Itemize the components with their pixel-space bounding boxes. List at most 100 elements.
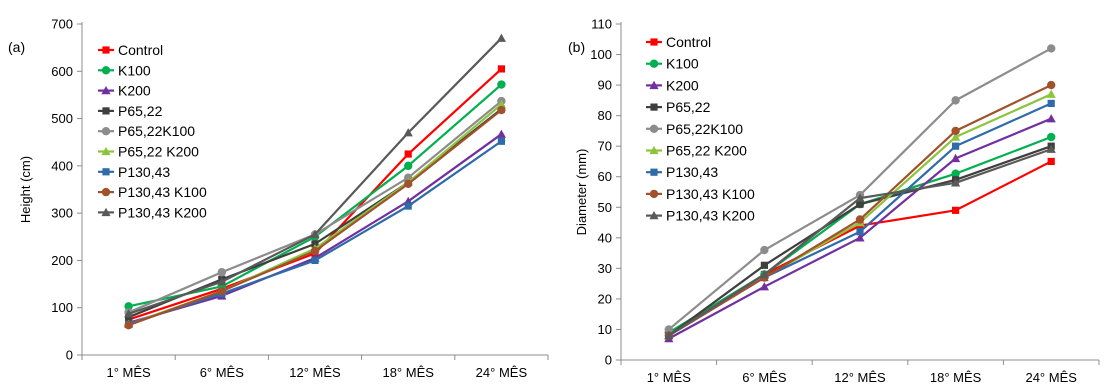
legend-marker bbox=[650, 103, 658, 111]
legend-label: P65,22 bbox=[666, 99, 711, 115]
legend-label: P65,22K100 bbox=[666, 121, 743, 137]
y-tick-label: 400 bbox=[51, 158, 73, 173]
data-point bbox=[497, 65, 505, 73]
data-point bbox=[855, 233, 865, 242]
data-point bbox=[951, 178, 961, 187]
data-point bbox=[1046, 89, 1056, 98]
legend-item: P65,22K100 bbox=[98, 123, 195, 139]
legend-item: P130,43 K100 bbox=[98, 184, 207, 200]
y-tick-label: 300 bbox=[51, 206, 73, 221]
data-point bbox=[855, 193, 865, 202]
data-point bbox=[311, 256, 319, 265]
legend: Control K100 K200 P65,22 P65,22K100 P65,22 K2… bbox=[646, 34, 755, 224]
data-point bbox=[951, 153, 961, 163]
legend-label: P130,43 K200 bbox=[666, 208, 755, 224]
legend-label: P130,43 bbox=[118, 164, 170, 180]
series-line bbox=[128, 37, 503, 315]
data-point bbox=[217, 286, 226, 296]
data-point bbox=[1046, 144, 1056, 153]
legend-item: P65,22K100 bbox=[646, 121, 743, 137]
legend-label: P65,22 bbox=[118, 103, 163, 119]
x-tick-label: 18° MÊS bbox=[382, 365, 434, 380]
series-7 bbox=[124, 105, 506, 330]
legend-item: Control bbox=[98, 42, 163, 58]
series-8 bbox=[664, 144, 1056, 340]
legend-marker bbox=[101, 207, 111, 217]
data-point bbox=[310, 246, 320, 256]
legend-marker bbox=[650, 38, 658, 46]
legend-marker bbox=[102, 46, 110, 54]
legend-label: P130,43 K200 bbox=[118, 204, 207, 220]
data-point bbox=[1047, 157, 1055, 166]
data-point bbox=[856, 228, 864, 236]
y-tick-label: 110 bbox=[591, 17, 612, 32]
panel-label: (a) bbox=[8, 39, 25, 55]
data-point bbox=[496, 129, 506, 138]
y-tick-label: 80 bbox=[598, 108, 612, 123]
data-point bbox=[217, 268, 226, 277]
legend-marker bbox=[101, 66, 111, 75]
data-point bbox=[664, 330, 674, 340]
data-point bbox=[496, 33, 506, 42]
legend-label: K200 bbox=[666, 77, 699, 93]
data-point bbox=[404, 161, 413, 171]
legend-item: P65,22 bbox=[98, 103, 163, 119]
data-point bbox=[311, 240, 319, 248]
legend-item: P130,43 K100 bbox=[646, 186, 755, 202]
legend-item: P130,43 bbox=[646, 164, 718, 180]
x-tick-label: 12° MÊS bbox=[834, 370, 886, 385]
data-point bbox=[1047, 99, 1055, 108]
x-tick-label: 6° MÊS bbox=[200, 365, 245, 380]
y-tick-label: 60 bbox=[598, 169, 612, 184]
x-tick-label: 24° MÊS bbox=[1025, 370, 1077, 385]
data-point bbox=[404, 202, 412, 210]
data-point bbox=[497, 105, 506, 115]
data-point bbox=[1046, 114, 1056, 123]
legend-marker bbox=[649, 59, 659, 68]
y-axis-label: Height (cm) bbox=[18, 156, 33, 223]
legend-label: Control bbox=[118, 42, 163, 58]
x-tick-label: 1° MÊS bbox=[647, 370, 692, 385]
y-tick-label: 500 bbox=[51, 111, 73, 126]
x-tick-label: 12° MÊS bbox=[289, 365, 341, 380]
y-tick-label: 30 bbox=[598, 261, 612, 276]
legend-marker bbox=[102, 168, 110, 176]
chart-diameter: (b) 0 10 20 30 40 50 60 70 80 90 100 110 1° MÊS 6° MÊS… bbox=[568, 17, 1100, 385]
y-tick-label: 70 bbox=[598, 139, 612, 154]
y-tick-label: 700 bbox=[51, 17, 73, 32]
y-tick-label: 90 bbox=[598, 78, 612, 93]
data-point bbox=[217, 277, 227, 286]
legend-item: Control bbox=[646, 34, 711, 50]
data-point bbox=[952, 142, 960, 150]
data-point bbox=[496, 99, 506, 109]
data-point bbox=[759, 282, 769, 291]
legend-item: P130,43 bbox=[98, 164, 170, 180]
legend-marker bbox=[649, 80, 659, 90]
y-tick-label: 40 bbox=[598, 230, 612, 245]
legend-item: P65,22 K200 bbox=[646, 143, 747, 159]
legend-item: P65,22 bbox=[646, 99, 711, 115]
y-tick-label: 200 bbox=[51, 253, 73, 268]
legend-label: Control bbox=[666, 34, 711, 50]
legend-marker bbox=[102, 107, 110, 115]
legend-marker bbox=[649, 211, 659, 220]
data-point bbox=[1047, 44, 1056, 53]
legend-label: P65,22 K200 bbox=[666, 143, 747, 159]
y-tick-label: 0 bbox=[66, 348, 73, 363]
x-tick-label: 18° MÊS bbox=[930, 370, 982, 385]
legend-item: P130,43 K200 bbox=[646, 208, 755, 224]
legend-label: P65,22K100 bbox=[118, 123, 195, 139]
legend-marker bbox=[649, 189, 659, 199]
legend-item: K100 bbox=[98, 62, 151, 78]
legend-item: K100 bbox=[646, 56, 699, 72]
y-tick-label: 10 bbox=[598, 322, 612, 337]
legend-item: P65,22 K200 bbox=[98, 144, 199, 160]
legend-item: K200 bbox=[646, 77, 699, 93]
legend-marker bbox=[650, 168, 658, 176]
data-point bbox=[760, 261, 768, 269]
legend-label: K100 bbox=[118, 62, 151, 78]
x-tick-label: 1° MÊS bbox=[106, 365, 151, 380]
legend-label: P130,43 K100 bbox=[118, 184, 207, 200]
data-point bbox=[952, 206, 960, 214]
